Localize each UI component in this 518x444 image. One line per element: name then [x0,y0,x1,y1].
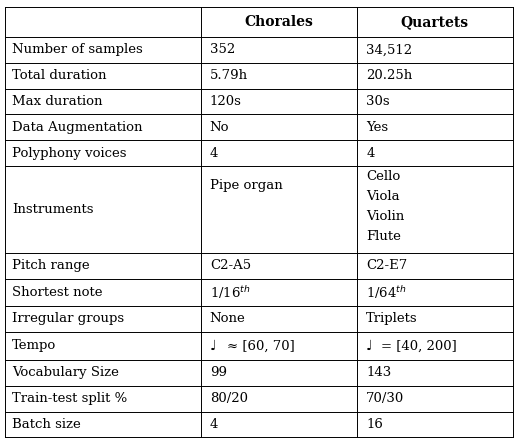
Text: 34,512: 34,512 [366,44,412,56]
Text: C2-A5: C2-A5 [210,259,251,272]
Text: Train-test split %: Train-test split % [12,392,127,405]
Text: ♩: ♩ [366,339,372,353]
Text: Batch size: Batch size [12,418,80,431]
Text: Irregular groups: Irregular groups [12,313,124,325]
Text: Flute: Flute [366,230,401,243]
Text: 1/64$^{th}$: 1/64$^{th}$ [366,284,407,301]
Text: Instruments: Instruments [12,203,93,216]
Text: 99: 99 [210,366,227,379]
Text: Polyphony voices: Polyphony voices [12,147,126,159]
Text: ♩: ♩ [210,339,216,353]
Text: Max duration: Max duration [12,95,102,108]
Text: Total duration: Total duration [12,69,106,82]
Text: Shortest note: Shortest note [12,286,102,299]
Text: 20.25h: 20.25h [366,69,412,82]
Text: Cello: Cello [366,170,400,182]
Text: 16: 16 [366,418,383,431]
Text: Number of samples: Number of samples [12,44,142,56]
Text: None: None [210,313,246,325]
Text: 30s: 30s [366,95,390,108]
Text: Violin: Violin [366,210,405,223]
Text: 4: 4 [210,418,218,431]
Text: 352: 352 [210,44,235,56]
Text: = [40, 200]: = [40, 200] [381,339,456,353]
Text: ≈ [60, 70]: ≈ [60, 70] [227,339,295,353]
Text: Vocabulary Size: Vocabulary Size [12,366,119,379]
Text: 4: 4 [366,147,375,159]
Text: 70/30: 70/30 [366,392,405,405]
Text: Viola: Viola [366,190,400,203]
Text: Quartets: Quartets [401,15,469,29]
Text: 143: 143 [366,366,392,379]
Text: C2-E7: C2-E7 [366,259,407,272]
Text: 5.79h: 5.79h [210,69,248,82]
Text: Tempo: Tempo [12,339,56,353]
Text: Data Augmentation: Data Augmentation [12,121,142,134]
Text: Pitch range: Pitch range [12,259,90,272]
Text: Chorales: Chorales [244,15,313,29]
Text: 80/20: 80/20 [210,392,248,405]
Text: No: No [210,121,229,134]
Text: Pipe organ: Pipe organ [210,179,282,192]
Text: 1/16$^{th}$: 1/16$^{th}$ [210,284,251,301]
Text: Yes: Yes [366,121,388,134]
Text: 120s: 120s [210,95,241,108]
Text: 4: 4 [210,147,218,159]
Text: Triplets: Triplets [366,313,418,325]
